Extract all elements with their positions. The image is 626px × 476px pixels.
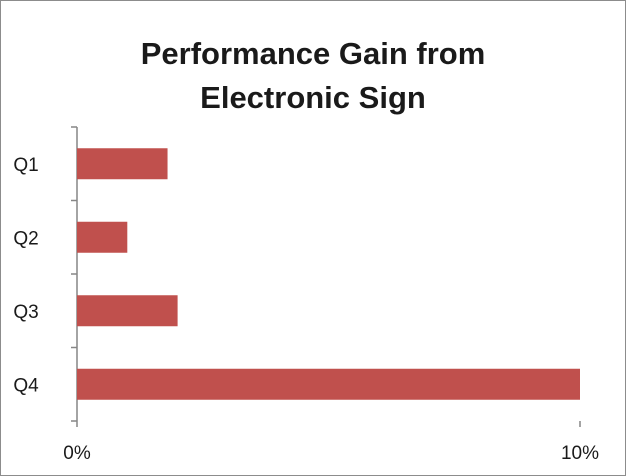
- chart-title-line-1: Performance Gain from: [140, 36, 486, 71]
- bars-group: [77, 148, 580, 400]
- x-tick-label: 10%: [561, 443, 599, 464]
- x-tick-label: 0%: [63, 443, 91, 464]
- chart-title: Performance Gain from Electronic Sign: [0, 32, 626, 120]
- category-label-q3: Q3: [13, 302, 38, 323]
- labels-group: 0% 10% Q1 Q2 Q3 Q4: [13, 155, 599, 464]
- category-label-q2: Q2: [13, 228, 38, 249]
- category-label-q1: Q1: [13, 155, 38, 176]
- bar-q4: [77, 368, 580, 400]
- category-label-q4: Q4: [13, 375, 39, 396]
- bar-q3: [77, 295, 178, 327]
- bar-q1: [77, 148, 168, 180]
- bar-q2: [77, 221, 128, 253]
- chart-title-line-2: Electronic Sign: [200, 80, 426, 115]
